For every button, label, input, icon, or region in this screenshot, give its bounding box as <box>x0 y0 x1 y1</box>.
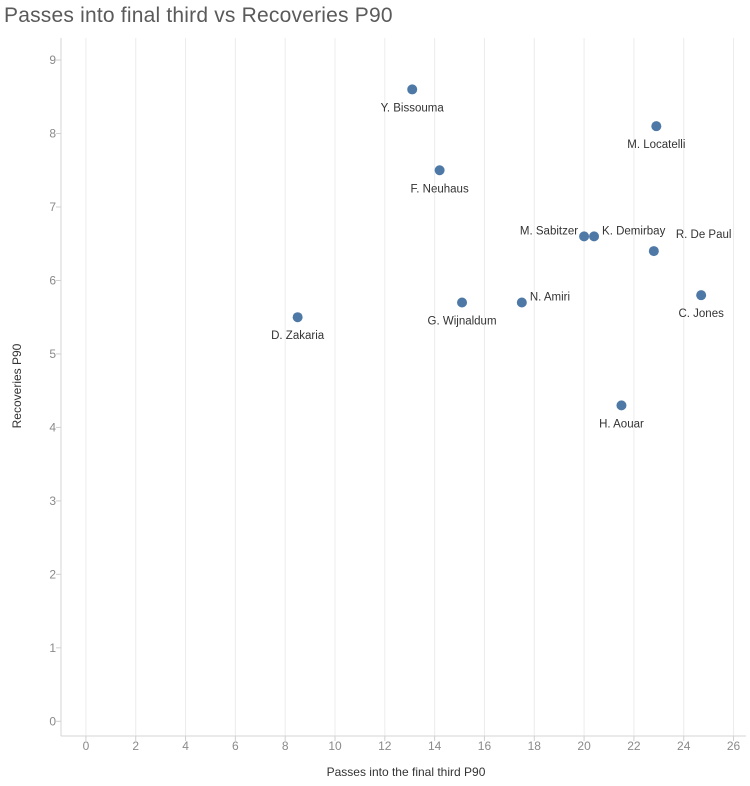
point-label: K. Demirbay <box>602 225 666 237</box>
y-tick-label: 1 <box>49 641 56 655</box>
point-labels: Y. Bissouma M. Locatelli F. Neuhaus M. Sabi… <box>271 102 731 430</box>
data-point <box>292 312 303 323</box>
y-tick-label: 7 <box>49 200 56 214</box>
point-label: D. Zakaria <box>271 330 325 342</box>
x-tick-label: 8 <box>282 739 289 753</box>
y-tick-label: 2 <box>49 567 56 581</box>
x-tick-label: 22 <box>627 739 641 753</box>
x-tick-label: 12 <box>378 739 392 753</box>
data-point <box>457 297 468 308</box>
point-label: M. Sabitzer <box>520 225 578 237</box>
data-point <box>434 165 445 176</box>
x-tick-label: 24 <box>677 739 691 753</box>
x-tick-label: 2 <box>132 739 139 753</box>
y-tick-label: 3 <box>49 494 56 508</box>
point-label: H. Aouar <box>599 418 644 430</box>
data-point <box>589 231 600 242</box>
data-points <box>292 84 707 411</box>
point-label: R. De Paul <box>676 229 732 241</box>
point-label: G. Wijnaldum <box>428 316 497 328</box>
x-tick-label: 0 <box>83 739 90 753</box>
point-label: M. Locatelli <box>627 139 685 151</box>
x-tick-label: 18 <box>528 739 542 753</box>
point-label: N. Amiri <box>530 292 570 304</box>
y-tick-label: 9 <box>49 53 56 67</box>
y-axis-title: Recoveries P90 <box>10 343 24 428</box>
y-tick-label: 4 <box>49 420 56 434</box>
x-tick-label: 26 <box>727 739 741 753</box>
grid <box>85 38 735 736</box>
data-point <box>516 297 527 308</box>
x-tick-label: 10 <box>328 739 342 753</box>
data-point <box>407 84 418 95</box>
point-label: C. Jones <box>678 308 724 320</box>
y-tick-label: 6 <box>49 273 56 287</box>
x-tick-label: 4 <box>182 739 189 753</box>
x-axis-title: Passes into the final third P90 <box>327 765 486 779</box>
x-tick-label: 14 <box>428 739 442 753</box>
x-tick-label: 16 <box>478 739 492 753</box>
point-label: Y. Bissouma <box>381 102 445 114</box>
data-point <box>651 121 662 132</box>
data-point <box>616 400 627 411</box>
y-tick-label: 5 <box>49 347 56 361</box>
y-tick-label: 0 <box>49 714 56 728</box>
point-label: F. Neuhaus <box>411 183 469 195</box>
x-tick-label: 20 <box>577 739 591 753</box>
data-point <box>579 231 590 242</box>
chart-title: Passes into final third vs Recoveries P9… <box>4 4 393 27</box>
data-point <box>648 246 659 257</box>
y-tick-label: 8 <box>49 127 56 141</box>
data-point <box>696 290 707 301</box>
x-tick-label: 6 <box>232 739 239 753</box>
